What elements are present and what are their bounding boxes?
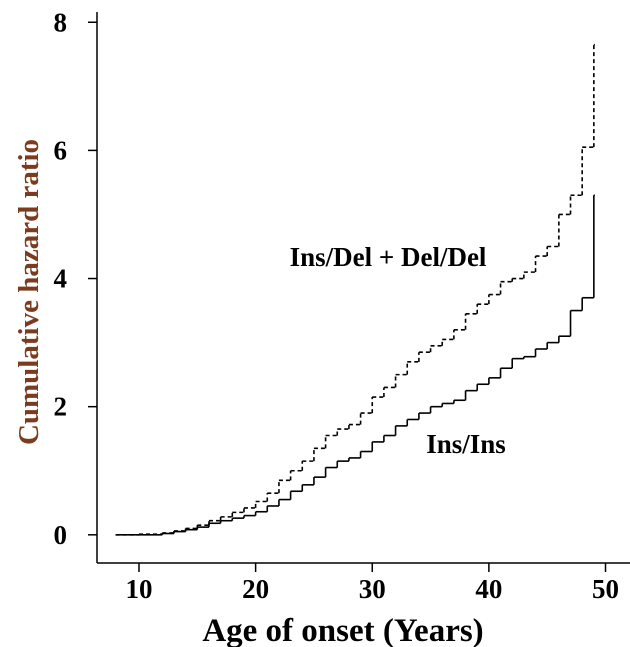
annotation: Ins/Ins <box>426 429 506 459</box>
x-tick-label: 40 <box>475 574 502 604</box>
y-axis-label: Cumulative hazard ratio <box>13 139 45 445</box>
y-tick-label: 4 <box>54 264 68 294</box>
x-axis-label: Age of onset (Years) <box>202 613 483 647</box>
x-tick-label: 50 <box>592 574 619 604</box>
x-tick-label: 20 <box>242 574 269 604</box>
y-tick-label: 6 <box>54 135 68 165</box>
y-tick-label: 2 <box>54 392 68 422</box>
annotation: Ins/Del + Del/Del <box>290 242 487 272</box>
x-tick-label: 30 <box>359 574 386 604</box>
y-tick-label: 0 <box>54 520 68 550</box>
x-tick-label: 10 <box>125 574 152 604</box>
y-tick-label: 8 <box>54 7 68 37</box>
